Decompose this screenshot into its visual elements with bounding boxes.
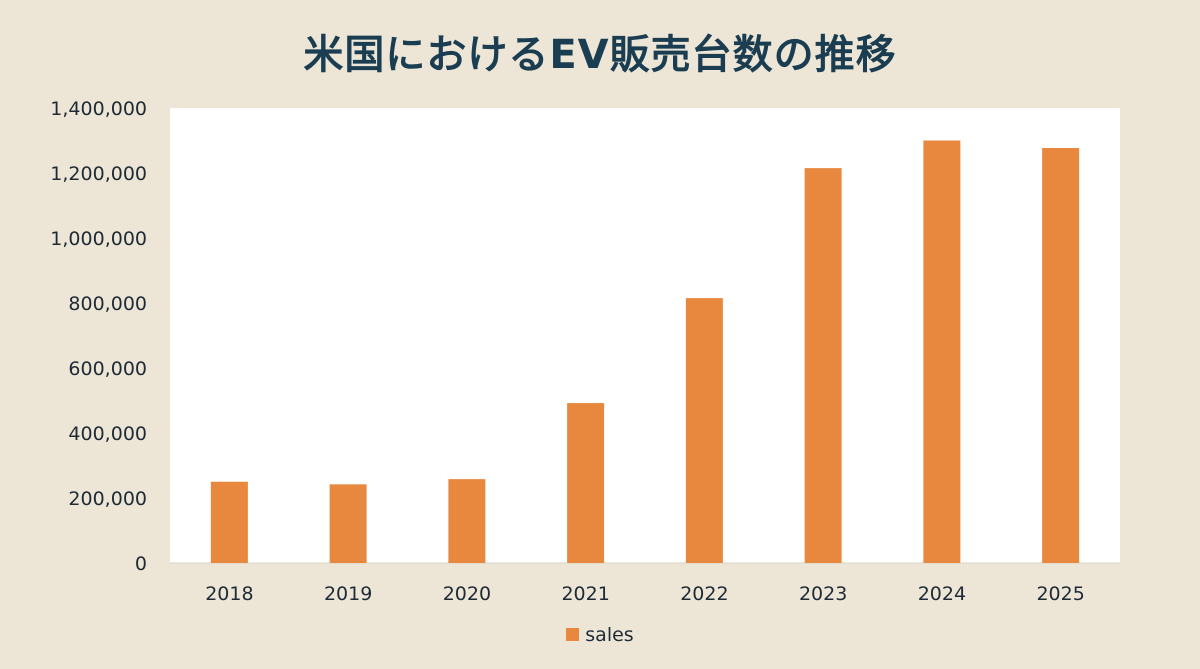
bar-2018	[210, 481, 248, 563]
y-tick-label: 200,000	[68, 488, 147, 510]
y-tick-label: 1,000,000	[50, 228, 147, 250]
bar-2024	[923, 140, 961, 563]
bar-2022	[685, 298, 723, 563]
y-tick-label: 800,000	[68, 293, 147, 315]
legend-label: sales	[585, 624, 634, 646]
y-tick-label: 1,400,000	[50, 98, 147, 120]
x-tick-label: 2024	[918, 583, 966, 605]
x-tick-label: 2021	[561, 583, 609, 605]
y-tick-label: 0	[135, 553, 147, 575]
plot-area	[170, 108, 1120, 563]
x-tick-label: 2022	[680, 583, 728, 605]
legend-swatch	[566, 628, 580, 641]
bars	[210, 140, 1080, 563]
x-tick-label: 2025	[1036, 583, 1084, 605]
legend: sales	[0, 624, 1200, 646]
x-tick-label: 2018	[205, 583, 253, 605]
bar-2023	[804, 168, 842, 563]
y-tick-label: 1,200,000	[50, 163, 147, 185]
y-tick-label: 400,000	[68, 423, 147, 445]
x-tick-label: 2019	[324, 583, 372, 605]
bar-2021	[567, 403, 605, 563]
bar-2020	[448, 479, 486, 563]
x-axis: 2018 2019 2020 2021 2022 2023 2024 2025	[205, 583, 1085, 605]
chart-title: 米国におけるEV販売台数の推移	[303, 32, 897, 78]
x-tick-label: 2023	[799, 583, 847, 605]
bar-2025	[1042, 147, 1080, 563]
x-tick-label: 2020	[443, 583, 491, 605]
bar-2019	[329, 484, 367, 563]
y-axis: 0 200,000 400,000 600,000 800,000 1,000,000 1,…	[50, 98, 147, 575]
y-tick-label: 600,000	[68, 358, 147, 380]
